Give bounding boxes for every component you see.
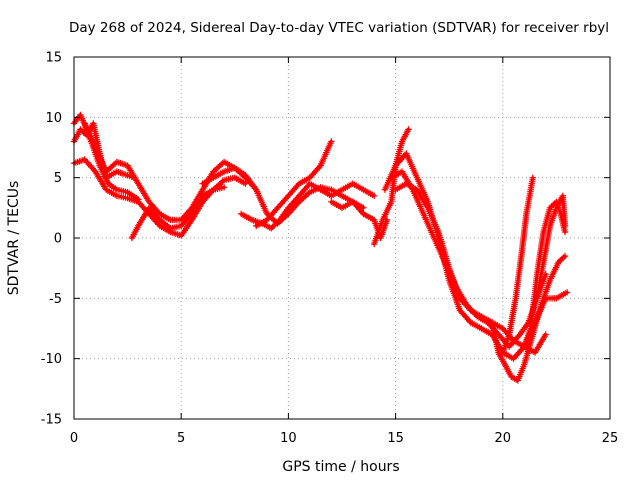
- x-tick-label: 25: [602, 431, 619, 446]
- data-point: [242, 180, 249, 187]
- data-point: [405, 126, 412, 133]
- y-tick-label: 5: [54, 171, 62, 186]
- x-axis-label: GPS time / hours: [282, 459, 399, 475]
- grid: [74, 57, 610, 419]
- y-tick-label: -5: [49, 292, 62, 307]
- data-series: [70, 111, 571, 384]
- series-track-7: [238, 180, 378, 232]
- series-track-8: [253, 138, 335, 230]
- series-track-3: [70, 120, 138, 181]
- data-point: [220, 184, 228, 191]
- series-track-2: [70, 156, 249, 239]
- series-track-15: [499, 174, 536, 356]
- x-tick-label: 5: [177, 431, 185, 446]
- data-point: [305, 190, 312, 197]
- data-point: [214, 164, 222, 171]
- data-point: [268, 225, 275, 232]
- data-point: [273, 219, 281, 226]
- series-track-10: [371, 126, 412, 248]
- x-tick-label: 15: [387, 431, 404, 446]
- data-point: [303, 191, 310, 199]
- y-tick-label: 10: [45, 111, 62, 126]
- data-point: [316, 163, 323, 171]
- data-point: [269, 223, 276, 231]
- series-track-13: [392, 180, 549, 356]
- data-point: [328, 138, 335, 145]
- series-track-5: [128, 184, 228, 242]
- y-axis-label: SDTVAR / TECUs: [6, 181, 22, 296]
- x-tick-label: 10: [280, 431, 297, 446]
- data-point: [561, 228, 569, 236]
- y-tick-label: -10: [41, 352, 62, 367]
- data-point: [563, 289, 571, 296]
- series-track-17: [533, 192, 569, 302]
- axis-ticks: 0 5 10 15 20 25 -15 -10 -5 0 5 10 15: [41, 51, 619, 447]
- chart-title: Day 268 of 2024, Sidereal Day-to-day VTE…: [69, 20, 609, 36]
- data-point: [135, 196, 142, 203]
- y-tick-label: 0: [54, 232, 62, 247]
- x-tick-label: 20: [495, 431, 512, 446]
- data-point: [270, 222, 278, 229]
- data-point: [107, 164, 114, 171]
- data-point: [272, 220, 279, 228]
- data-point: [130, 174, 138, 181]
- y-tick-label: -15: [41, 413, 62, 428]
- data-point: [561, 222, 569, 230]
- data-point: [371, 192, 378, 199]
- series-track-16: [521, 198, 569, 350]
- data-point: [561, 252, 569, 260]
- data-point: [300, 194, 307, 201]
- data-point: [542, 331, 549, 338]
- data-point: [211, 167, 219, 174]
- data-point: [529, 174, 536, 181]
- series-track-4: [81, 120, 142, 203]
- x-tick-label: 0: [70, 431, 78, 446]
- series-track-14: [488, 252, 569, 384]
- y-tick-label: 15: [45, 51, 62, 66]
